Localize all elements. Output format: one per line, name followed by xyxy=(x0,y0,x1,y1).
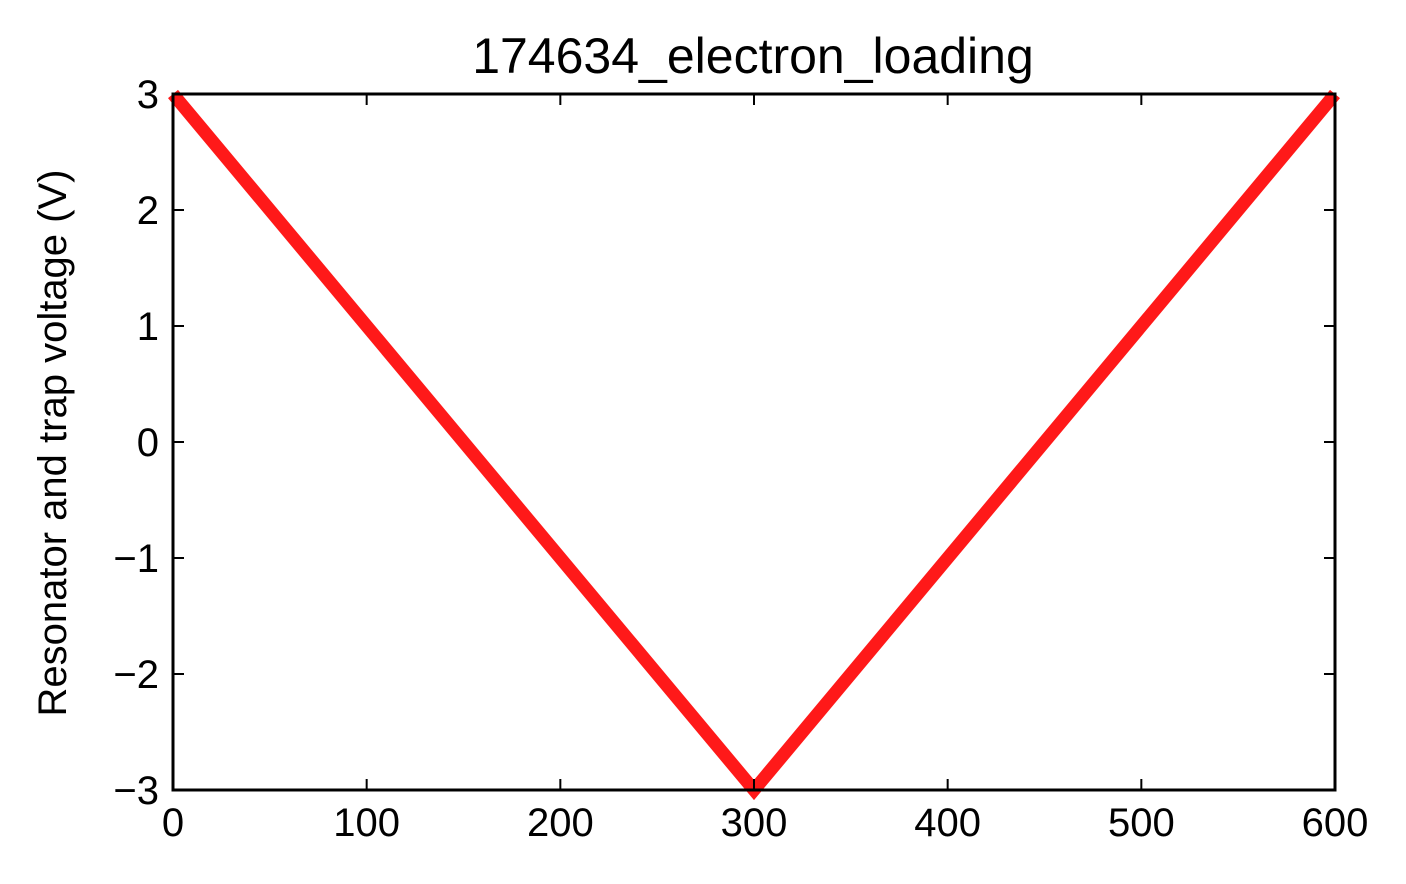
y-tick-label: −1 xyxy=(113,537,159,581)
x-tick-label: 400 xyxy=(914,801,981,845)
series-line-0 xyxy=(168,89,1340,801)
x-tick-label: 300 xyxy=(721,801,788,845)
x-tick-label: 600 xyxy=(1302,801,1369,845)
x-tick-label: 200 xyxy=(527,801,594,845)
y-tick-label: 1 xyxy=(137,305,159,349)
x-tick-label: 0 xyxy=(162,801,184,845)
y-tick-label: 2 xyxy=(137,189,159,233)
x-tick-label: 500 xyxy=(1108,801,1175,845)
y-tick-label: 3 xyxy=(137,73,159,117)
y-tick-label: −3 xyxy=(113,769,159,813)
y-axis-label: Resonator and trap voltage (V) xyxy=(31,170,75,717)
y-tick-label: 0 xyxy=(137,421,159,465)
chart-title: 174634_electron_loading xyxy=(472,28,1034,84)
y-tick-label: −2 xyxy=(113,653,159,697)
plot-area: 0 100 200 300 400 500 600 −3 −2 −1 0 1 2 3 xyxy=(113,73,1368,845)
x-tick-label: 100 xyxy=(333,801,400,845)
plot-frame xyxy=(171,92,1337,792)
